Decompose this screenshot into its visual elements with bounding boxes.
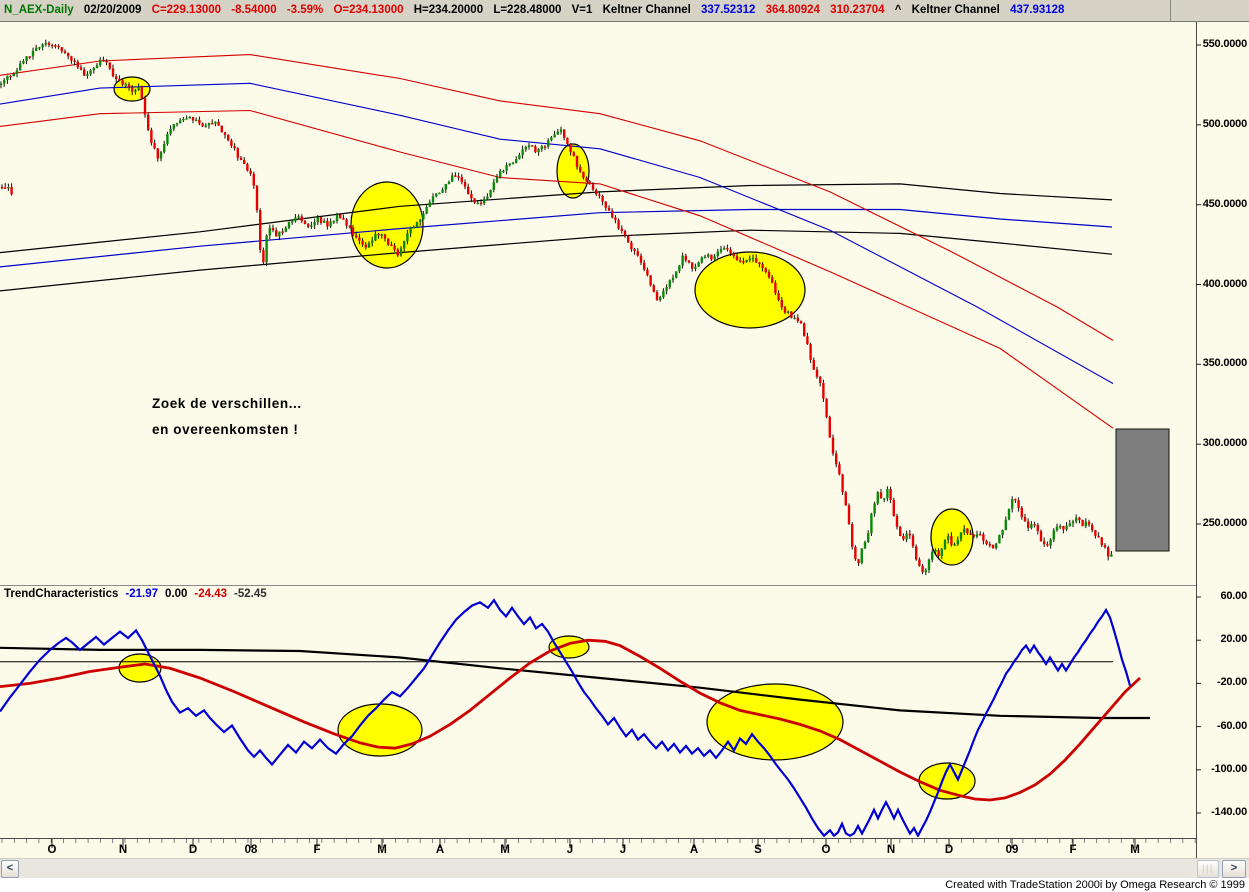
- chevron-right-icon: >: [1230, 862, 1238, 874]
- credit-bar: Created with TradeStation 2000i by Omega…: [0, 878, 1249, 892]
- weekly-caret: ^: [894, 4, 902, 16]
- high-value: H=234.20000: [413, 4, 484, 16]
- net-change-value: -8.54000: [231, 4, 277, 16]
- annotation-line-2: en overeenkomsten !: [152, 422, 299, 437]
- annotation-line-1: Zoek de verschillen...: [152, 396, 302, 411]
- keltner1-label: Keltner Channel: [602, 4, 691, 16]
- indicator-values: -21.97 0.00 -24.43 -52.45: [125, 588, 273, 600]
- indicator-pane: [0, 598, 1150, 837]
- keltner1-lower-value: 310.23704: [830, 4, 885, 16]
- low-value: L=228.48000: [493, 4, 562, 16]
- keltner2-mid-value: 437.93128: [1010, 4, 1065, 16]
- close-value: C=229.13000: [151, 4, 222, 16]
- volume-value: V=1: [571, 4, 593, 16]
- indicator-name: TrendCharacteristics: [4, 588, 119, 600]
- chart-header: N_AEX-Daily 02/20/2009 C=229.13000 -8.54…: [0, 0, 1249, 22]
- horizontal-scrollbar[interactable]: < ||| >: [0, 858, 1249, 879]
- header-pane-divider: [1170, 0, 1171, 22]
- grip-icon: |||: [1202, 863, 1214, 873]
- date-label: 02/20/2009: [83, 4, 142, 16]
- keltner1-mid-value: 337.52312: [701, 4, 756, 16]
- price-pane: [0, 39, 1170, 575]
- chart-text-annotation: Zoek de verschillen... en overeenkomsten…: [152, 396, 302, 448]
- credit-text: Created with TradeStation 2000i by Omega…: [945, 879, 1245, 891]
- pct-change-value: -3.59%: [286, 4, 324, 16]
- scroll-left-button[interactable]: <: [1, 860, 19, 878]
- chart-frame: [0, 22, 1201, 858]
- keltner1-upper-value: 364.80924: [765, 4, 820, 16]
- keltner2-label: Keltner Channel: [911, 4, 1000, 16]
- scroll-right-button[interactable]: >: [1222, 860, 1246, 878]
- indicator-value: -24.43: [194, 588, 228, 600]
- scroll-thumb-button[interactable]: |||: [1197, 860, 1219, 878]
- indicator-value: -21.97: [125, 588, 159, 600]
- symbol-label: N_AEX-Daily: [4, 4, 74, 16]
- indicator-status-row: TrendCharacteristics -21.97 0.00 -24.43 -52.…: [4, 588, 274, 600]
- indicator-value: -52.45: [234, 588, 267, 600]
- indicator-value: 0.00: [165, 588, 188, 600]
- open-value: O=234.13000: [333, 4, 404, 16]
- chevron-left-icon: <: [6, 862, 14, 874]
